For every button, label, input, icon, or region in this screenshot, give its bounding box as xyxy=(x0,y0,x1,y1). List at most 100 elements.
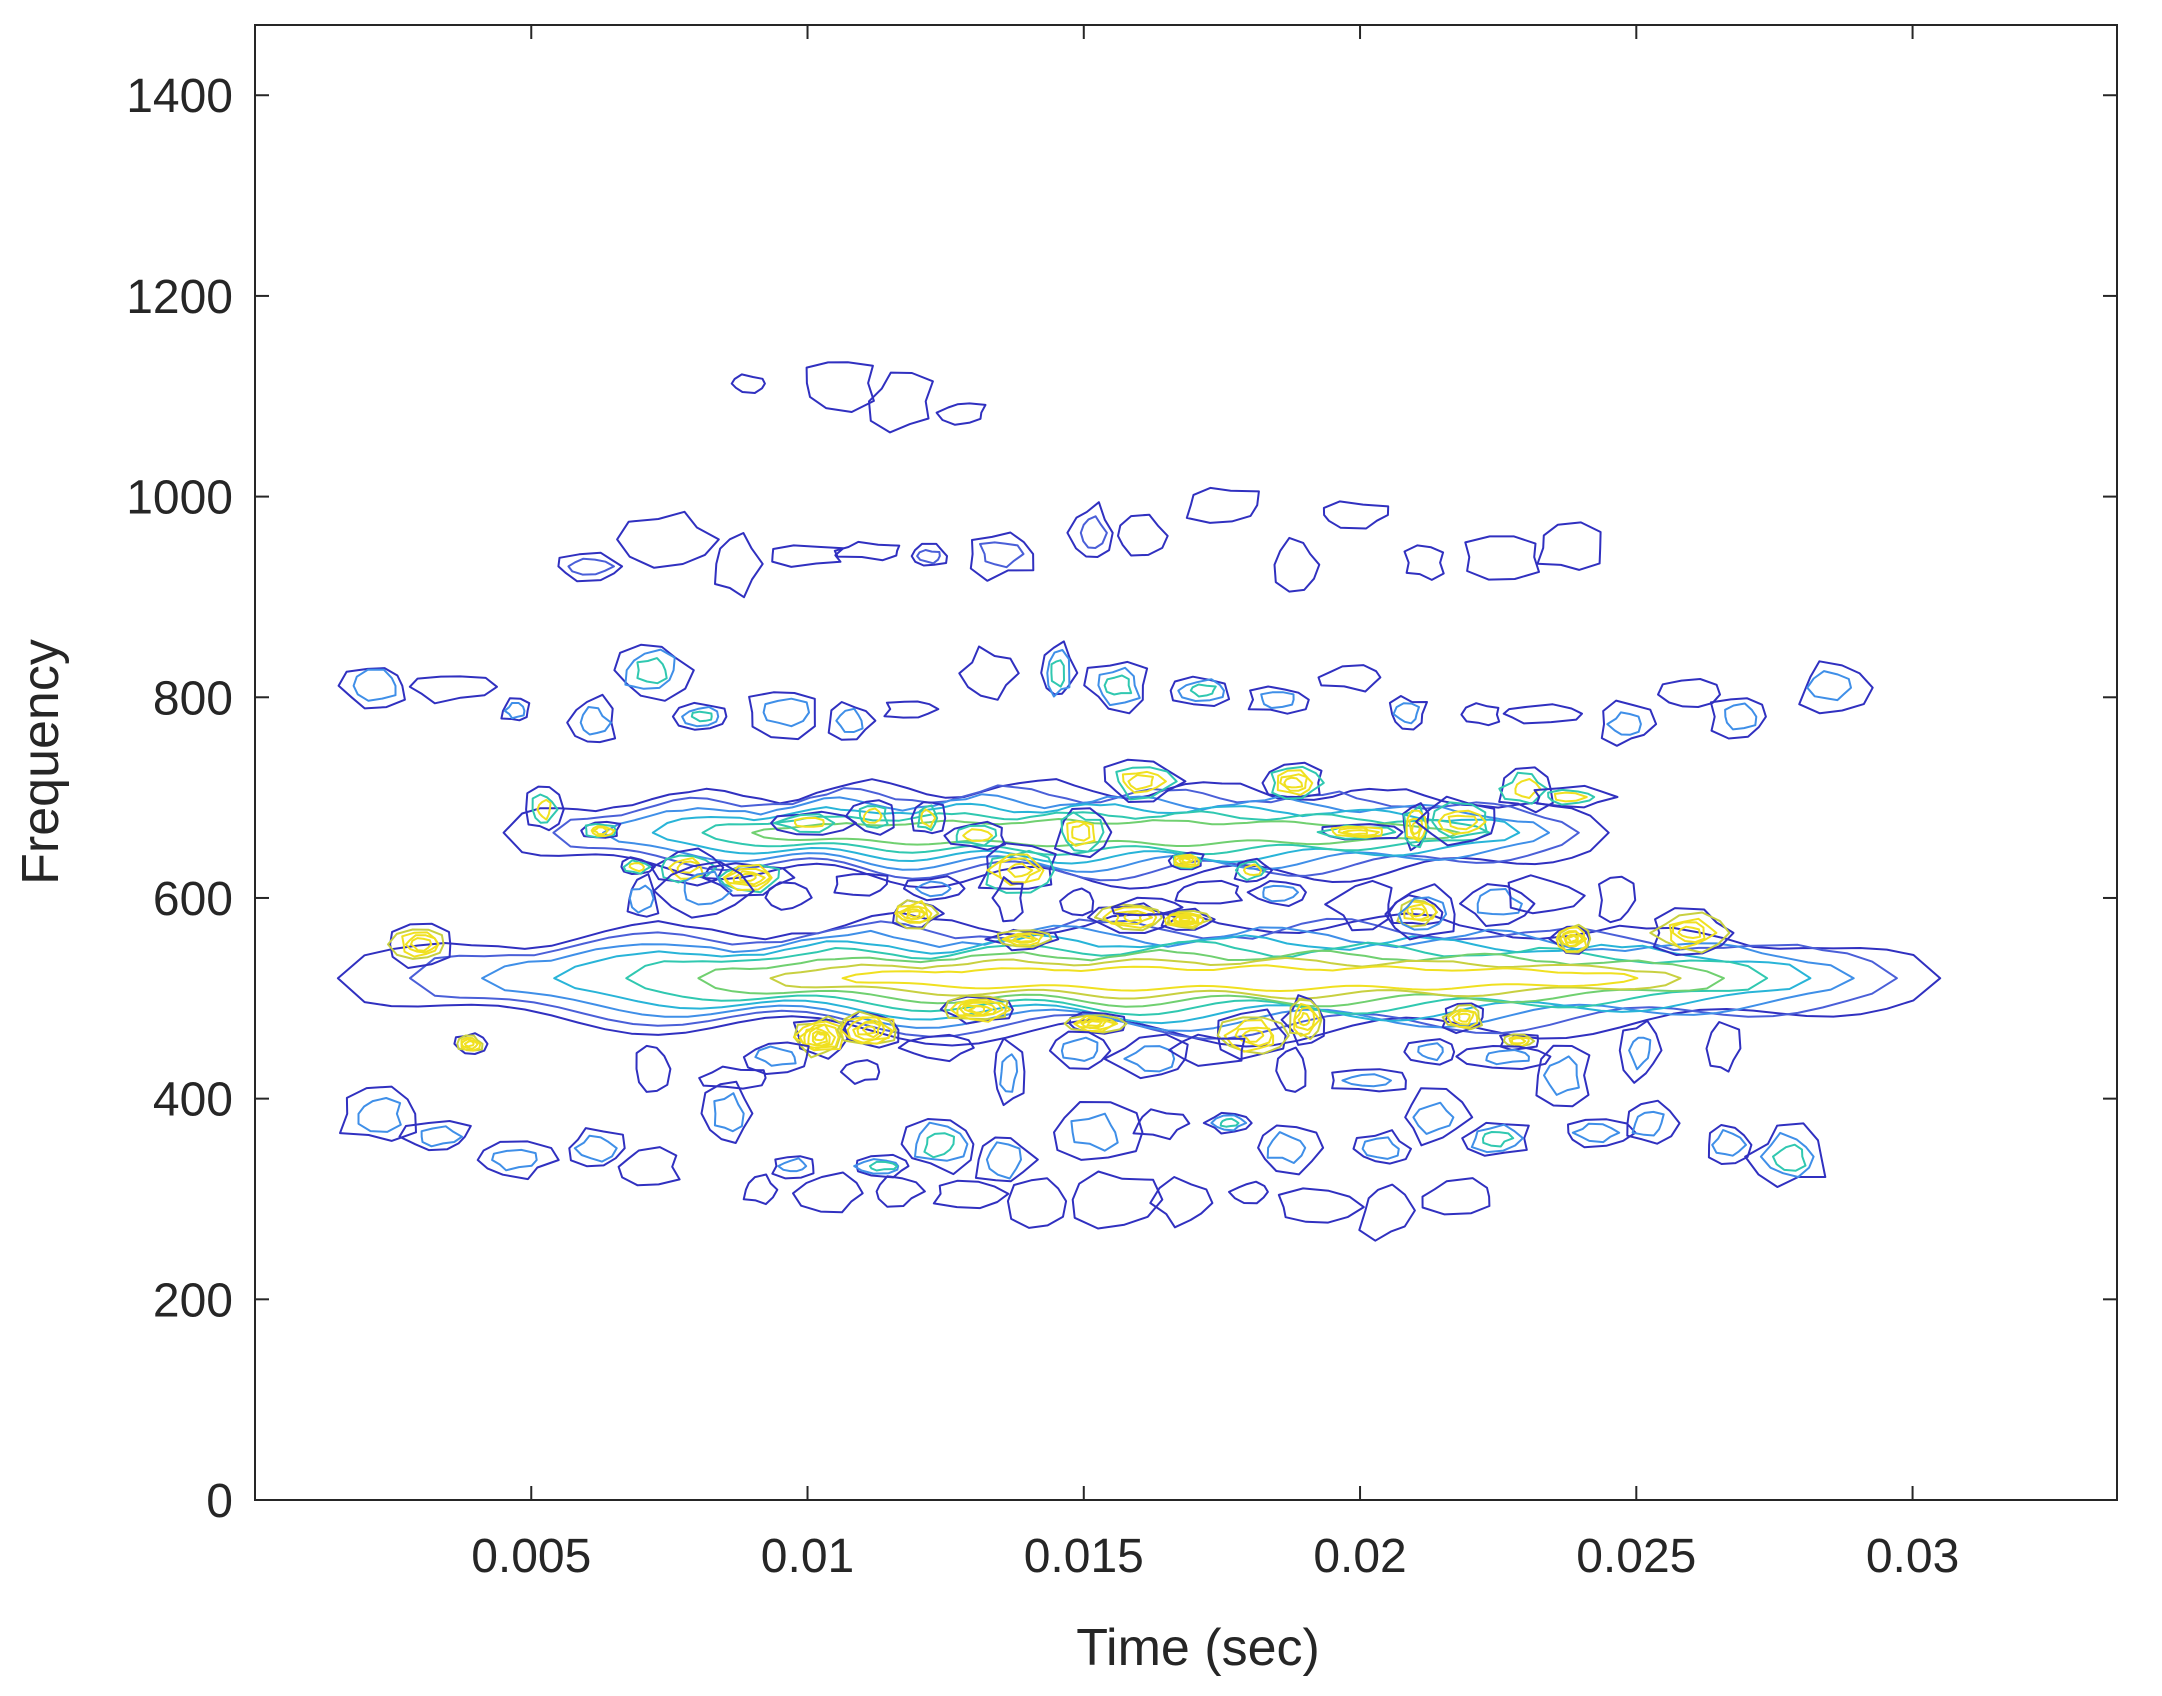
contour-line xyxy=(1511,1037,1527,1045)
contour-line xyxy=(903,875,966,902)
contour-line xyxy=(1451,1010,1475,1026)
contour-line xyxy=(1178,915,1194,924)
contour-line xyxy=(624,648,676,690)
contour-line xyxy=(625,940,1769,1016)
contour-line xyxy=(1677,925,1701,939)
contour-line xyxy=(1652,907,1735,956)
contour-line xyxy=(1007,862,1034,878)
contour-line xyxy=(1121,770,1167,794)
contour-line xyxy=(773,813,836,834)
contour-line xyxy=(792,1020,844,1052)
contour-line xyxy=(1297,1011,1311,1027)
contour-line xyxy=(1498,771,1549,805)
contour-line xyxy=(580,820,622,839)
x-tick-label: 0.025 xyxy=(1576,1530,1696,1583)
contour-line xyxy=(916,549,941,565)
contour-line xyxy=(1053,807,1113,859)
contour-line xyxy=(999,1053,1019,1093)
contour-line xyxy=(1806,670,1852,702)
contour-line xyxy=(557,551,624,583)
contour-line xyxy=(771,544,845,568)
contour-line xyxy=(1071,1170,1164,1230)
contour-line xyxy=(1275,1046,1307,1093)
contour-line xyxy=(770,810,858,836)
plot-frame xyxy=(254,24,2118,1501)
contour-line xyxy=(1074,1017,1116,1031)
contour-line xyxy=(862,1025,877,1035)
contour-line xyxy=(1223,1019,1275,1053)
contour-line xyxy=(1103,758,1187,803)
contour-line xyxy=(1219,1117,1240,1128)
contour-line xyxy=(700,1080,754,1144)
contour-line xyxy=(1001,932,1044,947)
contour-line xyxy=(883,700,940,719)
contour-line xyxy=(1181,857,1191,864)
contour-line xyxy=(856,1021,881,1039)
contour-line xyxy=(1476,888,1523,916)
contour-line xyxy=(792,1171,864,1214)
x-axis-label: Time (sec) xyxy=(1076,1619,1320,1677)
contour-line xyxy=(1508,1035,1530,1047)
contour-line xyxy=(676,860,700,874)
contour-line xyxy=(1177,678,1225,702)
contour-line xyxy=(935,402,987,426)
contour-line xyxy=(690,710,713,723)
x-tick-label: 0.01 xyxy=(761,1530,854,1583)
contour-line xyxy=(807,1027,831,1047)
contour-line xyxy=(777,1157,808,1173)
contour-line xyxy=(910,542,948,567)
contour-line xyxy=(668,857,704,880)
contour-line xyxy=(1455,1045,1552,1070)
contour-line xyxy=(723,867,772,888)
x-tick-label: 0.015 xyxy=(1024,1530,1144,1583)
contour-line xyxy=(404,934,440,954)
contour-line xyxy=(420,1125,463,1148)
contour-line xyxy=(958,645,1020,701)
contour-line xyxy=(1167,851,1205,871)
contour-line xyxy=(1115,766,1178,801)
contour-line xyxy=(1626,1099,1681,1145)
contour-line xyxy=(651,802,1521,865)
contour-line xyxy=(590,825,616,838)
contour-line xyxy=(697,948,1725,1008)
contour-line xyxy=(996,929,1053,949)
contour-line xyxy=(858,805,889,829)
contour-line xyxy=(1149,1176,1214,1229)
contour-line xyxy=(914,1121,969,1162)
contour-line xyxy=(969,531,1035,582)
contour-line xyxy=(1266,1131,1307,1164)
contour-line xyxy=(1410,907,1426,918)
contour-line xyxy=(842,1010,900,1049)
contour-line xyxy=(910,801,947,835)
contour-line xyxy=(1233,857,1273,883)
contour-line xyxy=(998,857,1042,884)
contour-line xyxy=(1132,1108,1191,1141)
x-tick-label: 0.02 xyxy=(1313,1530,1406,1583)
contour-line xyxy=(1649,911,1731,954)
contour-layer xyxy=(336,361,1942,1242)
contour-line xyxy=(1361,1136,1400,1160)
contour-line xyxy=(846,1016,893,1045)
contour-line xyxy=(613,643,695,702)
contour-line xyxy=(650,847,725,887)
contour-line xyxy=(713,1092,745,1133)
contour-line xyxy=(1668,917,1718,950)
contour-line xyxy=(1246,880,1307,907)
contour-line xyxy=(979,541,1025,569)
contour-line xyxy=(1533,784,1619,809)
contour-line xyxy=(1485,1049,1530,1066)
contour-line xyxy=(579,706,612,736)
contour-line xyxy=(835,707,864,733)
contour-line xyxy=(798,1023,840,1049)
contour-line xyxy=(1543,1055,1580,1096)
contour-line xyxy=(409,917,1898,1040)
contour-line xyxy=(1012,935,1034,943)
y-tick-label: 1400 xyxy=(126,70,233,123)
contour-line xyxy=(1406,903,1430,921)
contour-line xyxy=(453,1032,489,1055)
contour-line xyxy=(1059,887,1095,917)
contour-line xyxy=(389,922,452,969)
contour-line xyxy=(917,804,939,832)
contour-line xyxy=(500,697,531,722)
contour-line xyxy=(742,1041,810,1075)
